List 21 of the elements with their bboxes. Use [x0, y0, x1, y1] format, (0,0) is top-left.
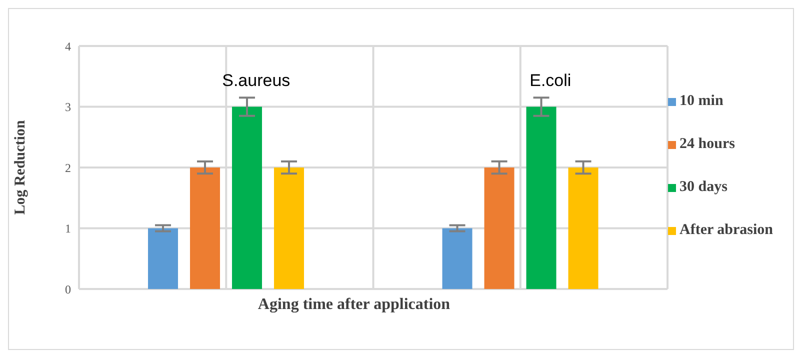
bar: [568, 168, 598, 289]
bar: [190, 168, 220, 289]
legend-label: 30 days: [680, 179, 728, 196]
legend-label: 10 min: [680, 93, 724, 110]
bar: [148, 228, 178, 289]
bar: [442, 228, 472, 289]
y-tick-label: 0: [65, 282, 71, 296]
x-tick-label: E.coli: [530, 71, 572, 90]
legend-label: 24 hours: [680, 136, 735, 153]
bar: [526, 106, 556, 289]
legend-label: After abrasion: [680, 222, 773, 239]
bar: [232, 106, 262, 289]
y-tick-label: 1: [65, 222, 71, 236]
x-axis-title: Aging time after application: [256, 296, 452, 314]
y-tick-label: 4: [65, 39, 71, 54]
y-tick-label: 3: [65, 100, 71, 114]
y-tick-label: 2: [65, 160, 71, 175]
bar: [484, 168, 514, 289]
bar: [274, 168, 304, 289]
x-tick-label: S.aureus: [222, 71, 290, 90]
y-axis-title: Log Reduction: [12, 120, 28, 215]
